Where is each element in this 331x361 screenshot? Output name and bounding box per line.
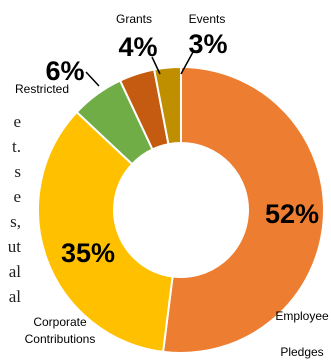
leader-line (180, 51, 194, 75)
percent-label: 3% (188, 29, 227, 59)
category-label-line: Contributions (25, 332, 96, 346)
category-label-line: Pledges (280, 345, 323, 359)
percent-label: 52% (265, 199, 319, 229)
slice-events (153, 65, 182, 146)
side-text-line: s, (10, 212, 21, 231)
category-label-line: Employee (275, 309, 329, 323)
side-text-line: t. (12, 137, 21, 156)
slice-employee-pledges (161, 65, 325, 354)
percent-label: 6% (45, 56, 84, 86)
leader-line (151, 56, 161, 75)
percent-label: 4% (118, 32, 157, 62)
side-text-line: al (8, 287, 21, 306)
category-label: Grants (116, 12, 152, 26)
category-label: Events (189, 12, 226, 26)
slice-corporate-contributions (37, 110, 174, 353)
side-text-line: e (13, 112, 21, 131)
side-text-line: e (13, 187, 21, 206)
side-text-line: s (14, 162, 21, 181)
leader-line (85, 71, 100, 87)
percent-label: 35% (61, 238, 115, 268)
side-text-line: al (8, 262, 21, 281)
side-text-line: ut (7, 237, 21, 256)
cropped-body-text: e t. s e s, ut al al (0, 104, 21, 314)
category-label-line: Corporate (33, 315, 87, 329)
category-label: Restricted (15, 82, 69, 96)
